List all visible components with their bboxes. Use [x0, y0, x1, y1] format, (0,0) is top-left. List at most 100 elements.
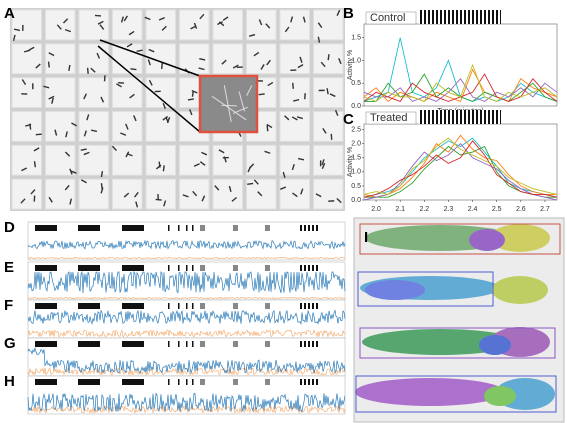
larva	[62, 18, 69, 24]
well	[11, 144, 42, 176]
stimulus-tick	[192, 379, 194, 385]
larva	[20, 198, 26, 204]
y-tick-label: 1.5	[351, 35, 361, 42]
larva	[292, 82, 295, 89]
stimulus-block	[122, 225, 144, 231]
larva	[83, 130, 87, 137]
stimulus-block	[78, 225, 100, 231]
well	[45, 43, 76, 75]
trace-orange	[27, 329, 346, 338]
stimulus-block	[122, 265, 144, 271]
larva	[284, 115, 290, 121]
larva	[30, 189, 36, 195]
larva	[231, 196, 238, 202]
larva	[99, 24, 105, 30]
well	[313, 111, 344, 142]
larva	[64, 151, 71, 157]
larva	[247, 182, 254, 186]
larva	[148, 79, 153, 86]
well	[179, 144, 210, 176]
condition-box	[365, 11, 417, 25]
y-tick-label: 2.0	[351, 141, 361, 148]
larva	[238, 91, 245, 112]
larva	[292, 192, 298, 198]
larva	[21, 79, 27, 85]
x-tick-label: 2.4	[468, 206, 478, 213]
larva	[111, 145, 118, 152]
larva	[189, 109, 193, 116]
stimulus-tick	[192, 303, 194, 309]
larva	[299, 56, 303, 63]
stimulus-gray	[200, 303, 205, 309]
stimulus-gray	[265, 303, 270, 309]
larva	[163, 200, 167, 207]
well	[11, 111, 42, 142]
well	[313, 9, 344, 41]
panel-labels: A D E F G H I	[4, 5, 368, 390]
stimulus-block	[35, 225, 57, 231]
well	[279, 144, 310, 176]
larva	[33, 147, 40, 152]
larva	[293, 98, 300, 102]
y-tick-label: 1.0	[351, 169, 361, 176]
stimulus-gray	[265, 341, 270, 347]
stimulus-gray	[200, 341, 205, 347]
larva	[80, 179, 87, 184]
well	[279, 77, 310, 108]
stimulus-tick	[168, 379, 170, 385]
trace-blue	[27, 309, 346, 325]
larva	[199, 58, 206, 61]
larva	[223, 156, 227, 163]
panel-label: C	[343, 111, 354, 128]
larva	[162, 165, 165, 172]
segmentation-image	[353, 217, 565, 423]
larva	[198, 67, 205, 71]
well	[212, 178, 243, 210]
larva	[201, 151, 208, 156]
larva	[297, 157, 305, 161]
larva	[232, 64, 239, 69]
larva	[83, 151, 90, 156]
y-tick-label: 0.0	[351, 197, 361, 204]
larva	[193, 163, 200, 167]
larva	[90, 67, 96, 73]
well	[145, 144, 176, 176]
trace-blue	[27, 392, 346, 413]
stimulus-stripes	[300, 265, 320, 271]
larva	[86, 67, 89, 74]
well	[212, 144, 243, 176]
stimulus-tick	[178, 379, 180, 385]
zoom-line	[99, 39, 201, 77]
larva	[297, 64, 304, 69]
well	[212, 43, 243, 75]
larva	[33, 161, 37, 168]
larva	[296, 116, 303, 120]
larva	[246, 85, 253, 96]
well	[78, 111, 109, 142]
zoom-inset	[198, 74, 259, 134]
larva	[321, 162, 326, 170]
larva	[23, 49, 31, 53]
larva	[90, 129, 98, 133]
larva	[291, 164, 295, 171]
larva	[336, 9, 341, 16]
condition-label: Control	[370, 12, 405, 24]
activity-line	[363, 140, 558, 198]
larva	[162, 115, 169, 121]
well	[145, 178, 176, 210]
larva	[48, 52, 55, 57]
stimulus-tick	[178, 303, 180, 309]
well	[11, 178, 42, 210]
larva	[12, 34, 16, 41]
larva	[338, 58, 342, 65]
larva	[304, 93, 306, 100]
stimulus-gray	[200, 379, 205, 385]
well	[78, 77, 109, 108]
stimulus-block	[122, 379, 144, 385]
y-axis-label: Activity %	[347, 147, 354, 177]
larva	[136, 49, 143, 53]
larva	[100, 183, 103, 190]
larva	[48, 95, 55, 100]
larva	[266, 123, 273, 129]
